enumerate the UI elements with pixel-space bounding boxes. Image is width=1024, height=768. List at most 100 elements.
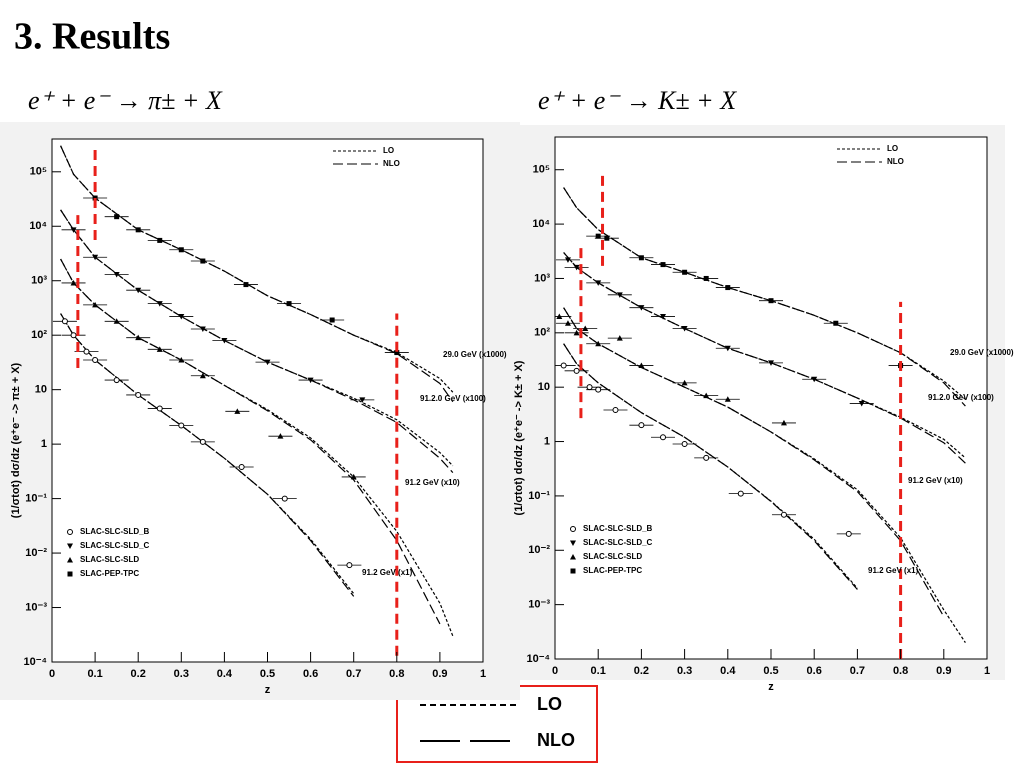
y-axis-label: (1/σtot) dσ/dz (e⁺e⁻ -> K± + X) <box>513 360 525 515</box>
data-point <box>612 407 619 414</box>
data-point <box>264 359 271 366</box>
y-tick-label: 10⁻³ <box>25 601 47 613</box>
legend-label: SLAC-SLC-SLD <box>583 552 642 561</box>
curve-nlo <box>60 313 355 597</box>
chart-subtitle: e⁺ + e⁻ → K± + X <box>538 86 737 115</box>
data-point <box>858 401 865 407</box>
data-point <box>660 313 666 320</box>
curve-lo <box>563 252 966 459</box>
data-point <box>307 377 314 384</box>
data-point <box>286 301 292 307</box>
plot-area <box>554 136 988 660</box>
curve-nlo <box>563 252 966 464</box>
data-point <box>586 384 593 391</box>
x-tick-label: 0.8 <box>893 665 908 677</box>
plot <box>555 172 966 659</box>
data-point <box>845 530 852 537</box>
legend-marker <box>570 540 576 546</box>
legend-label: SLAC-SLC-SLD <box>80 555 139 564</box>
x-tick-label: 1 <box>480 668 486 680</box>
x-tick-label: 0.2 <box>634 665 649 677</box>
data-point <box>833 320 839 326</box>
chart-subtitle: e⁺ + e⁻ → π± + X <box>28 86 223 115</box>
data-point <box>681 326 688 332</box>
x-tick-label: 0.8 <box>389 668 404 680</box>
data-point <box>660 262 666 268</box>
curve-lo <box>563 187 966 400</box>
data-point <box>768 298 774 304</box>
x-tick-label: 0.1 <box>591 665 606 677</box>
data-point <box>113 377 120 384</box>
data-point <box>113 272 120 278</box>
legend-box-label: LO <box>537 694 562 714</box>
x-axis-label: z <box>768 681 774 693</box>
x-tick-label: 0 <box>49 668 55 680</box>
x-tick-label: 0.9 <box>936 665 951 677</box>
data-point <box>604 235 610 241</box>
data-point <box>638 362 645 369</box>
data-point <box>573 264 580 271</box>
data-point <box>582 325 589 332</box>
x-tick-label: 0.7 <box>850 665 865 677</box>
legend-label: LO <box>383 146 394 155</box>
curve-lo <box>60 258 454 637</box>
data-point <box>724 396 731 402</box>
curve-label: 29.0 GeV (x1000) <box>443 350 507 359</box>
curve-label: 29.0 GeV (x1000) <box>950 348 1014 357</box>
data-point <box>70 332 77 339</box>
curve-nlo <box>60 209 454 474</box>
data-point <box>238 464 245 471</box>
curve-label: 91.2 GeV (x10) <box>405 478 460 487</box>
chart: e⁺ + e⁻ → K± + X10⁻⁴10⁻³10⁻²10⁻¹11010²10… <box>513 86 1014 693</box>
data-point <box>768 360 774 366</box>
data-point <box>277 433 284 439</box>
x-tick-label: 0.3 <box>174 668 189 680</box>
plot <box>52 145 454 656</box>
x-tick-label: 0.5 <box>260 668 275 680</box>
legend-marker <box>570 526 576 532</box>
x-axis-label: z <box>265 684 271 696</box>
data-point <box>157 237 163 243</box>
data-point <box>92 254 99 261</box>
data-point <box>780 419 787 426</box>
data-point <box>616 335 623 341</box>
legend-box-label: NLO <box>537 730 575 750</box>
data-point <box>200 258 206 264</box>
data-point <box>616 292 623 298</box>
data-point <box>135 334 142 341</box>
data-point <box>394 350 400 356</box>
data-point <box>199 372 206 379</box>
data-point <box>703 454 710 461</box>
legend-marker <box>67 557 73 563</box>
y-tick-label: 1 <box>41 438 47 450</box>
curve-label: 91.2 GeV (x10) <box>908 476 963 485</box>
data-point <box>114 214 120 220</box>
y-axis-label: (1/σtot) dσ/dz (e⁺e⁻ -> π± + X) <box>10 362 22 518</box>
data-point <box>178 247 184 253</box>
data-point <box>703 275 709 281</box>
data-point <box>725 285 731 291</box>
data-point <box>113 318 120 324</box>
legend-label: NLO <box>383 159 400 168</box>
data-point <box>737 490 744 497</box>
y-tick-label: 10 <box>35 384 47 396</box>
legend-label: SLAC-SLC-SLD_B <box>80 527 150 536</box>
curve-nlo <box>563 343 858 590</box>
y-tick-label: 10³ <box>534 272 550 284</box>
data-point <box>560 362 567 369</box>
data-point <box>556 313 563 319</box>
legend-label: SLAC-PEP-TPC <box>80 569 139 578</box>
curve-nlo <box>60 258 441 625</box>
x-tick-label: 0.6 <box>807 665 822 677</box>
x-tick-label: 0 <box>552 665 558 677</box>
y-tick-label: 10⁴ <box>29 220 47 232</box>
y-tick-label: 10⁻² <box>25 547 47 559</box>
data-point <box>156 405 163 412</box>
legend-marker <box>67 571 73 577</box>
x-tick-label: 0.9 <box>432 668 447 680</box>
y-tick-label: 1 <box>544 435 550 447</box>
legend-label: SLAC-SLC-SLD_C <box>80 541 150 550</box>
y-tick-label: 10⁻⁴ <box>527 653 550 665</box>
x-tick-label: 0.5 <box>763 665 778 677</box>
